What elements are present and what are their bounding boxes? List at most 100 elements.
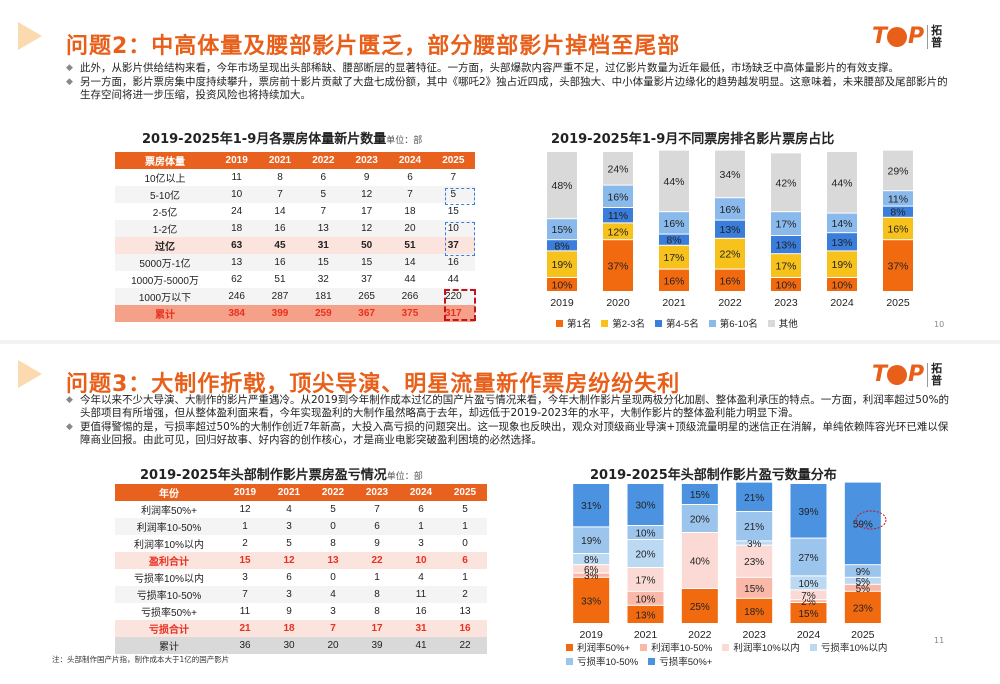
table-cell: 4 [418, 572, 424, 583]
table-row: 累计 36 30 20 39 41 22 [115, 637, 487, 654]
data-label: 13% [775, 240, 796, 252]
table-cell: 31 [301, 237, 345, 254]
table-cell: 9 [363, 172, 370, 183]
data-label: 37% [887, 261, 908, 273]
table-cell: 220 [431, 288, 475, 305]
bar-segment [790, 484, 827, 538]
bar-segment [627, 526, 664, 539]
table-header-cell: 2024 [399, 484, 443, 501]
bar-segment [771, 278, 801, 291]
data-label: 8% [584, 555, 599, 566]
table-cell: 45 [258, 237, 302, 254]
table-cell: 7 [223, 586, 267, 603]
table-cell: 41 [399, 637, 443, 654]
legend-label: 利润率50%+ [577, 643, 631, 654]
table-header-cell: 2022 [311, 484, 355, 501]
bar-segment [827, 278, 857, 291]
table-cell: 20 [388, 220, 432, 237]
table-cell: 7 [374, 504, 380, 515]
logo-cn: 拓普 [927, 362, 942, 387]
table-cell: 10 [215, 186, 259, 203]
data-label: 29% [887, 165, 908, 177]
x-tick-label: 2022 [688, 629, 712, 641]
data-label: 16% [719, 275, 740, 287]
bar-segment [844, 584, 881, 591]
table-row: 亏损率50%+ 11 9 3 8 16 13 [115, 603, 487, 620]
table-title: 2019-2025年1-9月各票房体量新片数量单位：部 [142, 132, 423, 147]
data-label: 6% [584, 565, 599, 576]
table-cell: 50 [344, 237, 389, 254]
row-label: 10亿以上 [144, 174, 186, 185]
bar-segment [573, 565, 610, 573]
x-tick-label: 2019 [550, 297, 574, 309]
data-label: 27% [798, 553, 818, 564]
bar-segment [659, 212, 689, 234]
row-label: 累计 [115, 305, 215, 322]
bar-segment [659, 234, 689, 245]
table-cell: 6 [407, 172, 413, 183]
data-label: 17% [775, 219, 796, 231]
legend-swatch [566, 643, 573, 651]
x-tick-label: 2021 [662, 297, 686, 309]
bar-segment [771, 254, 801, 277]
data-label: 12% [607, 226, 628, 238]
highlight-box [445, 222, 475, 256]
x-tick-label: 2023 [742, 629, 766, 641]
table-cell: 317 [431, 305, 475, 322]
table-row: 5-10亿 10 7 5 12 7 5 [115, 186, 475, 203]
table-cell: 6 [355, 518, 399, 535]
table-cell: 4 [286, 504, 292, 515]
table-cell: 5 [301, 186, 345, 203]
legend-swatch [640, 643, 648, 651]
row-label: 亏损率50%+ [141, 608, 197, 619]
data-label: 17% [635, 575, 655, 586]
table-cell: 51 [274, 274, 286, 285]
table-cell: 13 [215, 254, 259, 271]
x-tick-label: 2022 [718, 297, 742, 309]
legend-label: 第1名 [567, 319, 592, 330]
legend-swatch [809, 643, 817, 651]
x-tick-label: 2021 [634, 629, 658, 641]
table-cell: 17 [355, 620, 399, 637]
data-label: 8% [554, 240, 569, 252]
table-cell: 44 [404, 274, 416, 285]
bar-segment [844, 565, 881, 577]
x-tick-label: 2025 [886, 297, 910, 309]
data-label: 8% [890, 207, 905, 219]
legend-item: 亏损率10%以内 [809, 640, 887, 654]
row-label: 累计 [115, 637, 223, 654]
bar-segment [844, 577, 881, 584]
bar-segment [715, 150, 745, 198]
data-label: 2% [801, 597, 816, 608]
table-header-cell: 2021 [258, 152, 302, 169]
data-label: 40% [690, 557, 710, 568]
legend-item: 第1名 [556, 316, 591, 330]
highlight-box [445, 188, 475, 205]
table-cell: 5 [330, 504, 336, 515]
bar-segment [790, 590, 827, 600]
table-cell: 1 [462, 572, 468, 583]
legend-swatch [722, 643, 730, 651]
table-cell: 13 [459, 606, 471, 617]
data-label: 59% [853, 519, 873, 530]
data-label: 10% [775, 280, 796, 292]
row-label: 盈利合计 [115, 552, 223, 569]
table-header-cell: 票房体量 [115, 152, 215, 169]
table-cell: 22 [443, 637, 487, 654]
bar-segment [547, 278, 577, 291]
bar-segment [736, 512, 773, 541]
bar-segment [844, 482, 881, 565]
bar-segment [681, 505, 718, 532]
legend-swatch [767, 319, 775, 327]
data-label: 39% [798, 507, 818, 518]
table-cell: 7 [450, 172, 457, 183]
row-label: 亏损率10%以内 [133, 574, 204, 585]
legend-swatch [601, 319, 609, 327]
legend-swatch [648, 657, 656, 665]
bar-segment [790, 603, 827, 623]
bar-segment [883, 150, 913, 191]
legend-item: 其他 [767, 316, 798, 330]
